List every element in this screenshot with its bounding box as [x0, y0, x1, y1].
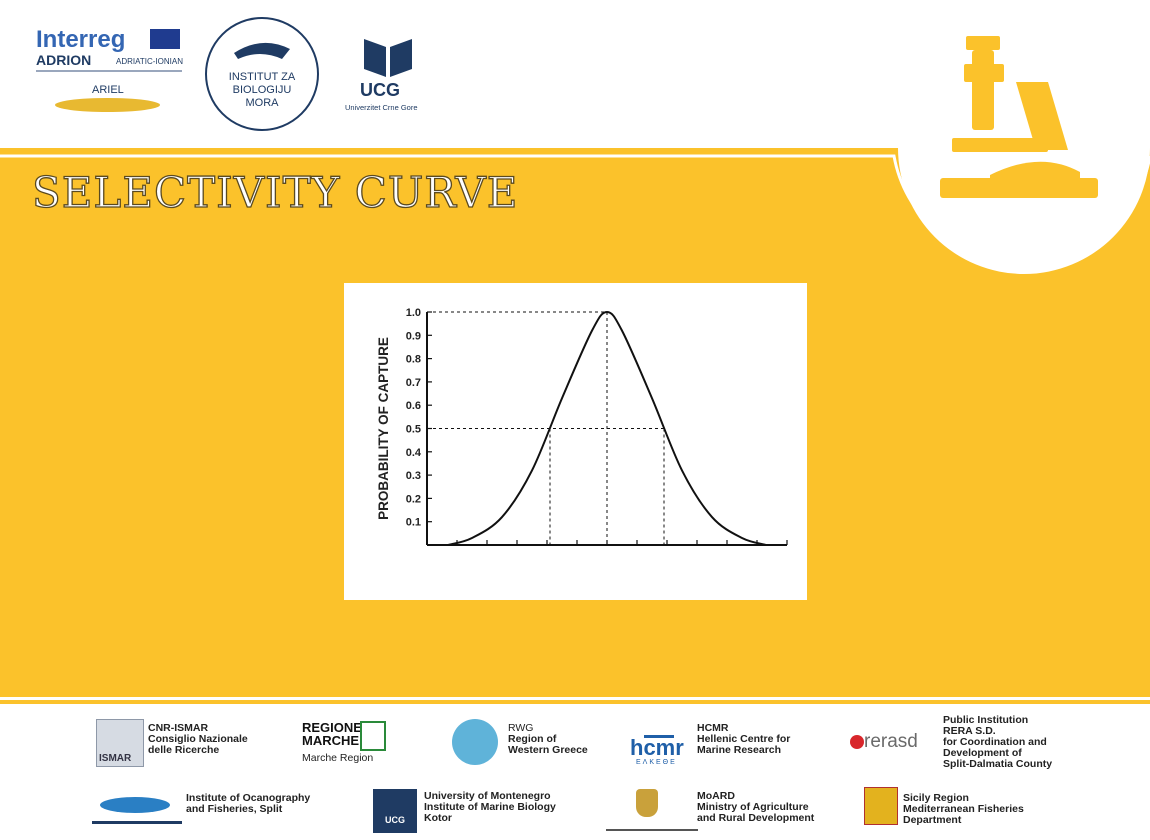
- ariel-wave-icon: [55, 98, 160, 112]
- hcmr-logo-text: hcmr: [630, 735, 684, 760]
- partner-line: Western Greece: [508, 744, 588, 756]
- partner-line: Region of: [508, 733, 557, 745]
- shell-icon: [234, 42, 290, 59]
- partner-line: RERA S.D.: [943, 725, 996, 737]
- microscope-icon: [940, 36, 1098, 198]
- chart-card: 0.1 0.2 0.3 0.4 0.5 0.6 0.7 0.8 0.9 1.0 PROBABILIT…: [344, 283, 807, 600]
- interreg-text: Interreg: [36, 26, 126, 53]
- ucg-subtitle: Univerzitet Crne Gore: [345, 103, 418, 112]
- partner-name: HCMR: [697, 722, 729, 734]
- marche-emblem-icon: [360, 721, 386, 751]
- partner-iof: Institute of Ocanography and Fisheries, …: [186, 793, 310, 815]
- ibm-line-2: BIOLOGIJU: [232, 84, 292, 96]
- partner-name: CNR-ISMAR: [148, 722, 209, 734]
- moard-small-text: [606, 829, 698, 831]
- partner-ucg-imb: University of Montenegro Institute of Ma…: [424, 791, 556, 824]
- y-tick-label: 0.7: [406, 377, 421, 389]
- partner-cnr-ismar: CNR-ISMAR Consiglio Nazionale delle Rice…: [148, 723, 248, 756]
- partner-line: for Coordination and: [943, 736, 1047, 748]
- iof-logo: [92, 791, 182, 831]
- adriatic-ionian-text: ADRIATIC-IONIAN: [116, 57, 183, 66]
- ucg-footer-logo-text: UCG: [385, 815, 405, 825]
- partner-line: delle Ricerche: [148, 744, 220, 756]
- ucg-footer-logo: UCG: [373, 789, 417, 833]
- partner-line: Marche Region: [302, 752, 374, 764]
- partner-rera: Public Institution RERA S.D. for Coordin…: [943, 715, 1052, 770]
- partner-rwg: RWG Region of Western Greece: [508, 723, 588, 756]
- partner-line: University of Montenegro: [424, 790, 551, 802]
- montenegro-coat-icon: [636, 789, 658, 817]
- partner-line: Department: [903, 814, 962, 826]
- band-outline: [0, 154, 1150, 265]
- sicily-trinacria-icon: [864, 787, 898, 825]
- partner-name: MoARD: [697, 790, 735, 802]
- partner-line: Public Institution: [943, 714, 1029, 726]
- interreg-small-print: [36, 70, 182, 72]
- ismar-logo: ISMAR: [96, 719, 144, 767]
- partner-line: Mediterranean Fisheries: [903, 803, 1024, 815]
- partner-line: Split-Dalmatia County: [943, 758, 1053, 770]
- partner-line: Institute of Marine Biology: [424, 801, 556, 813]
- partner-line: Kotor: [424, 812, 452, 824]
- y-tick-label: 0.4: [406, 447, 422, 459]
- y-tick-label: 1.0: [406, 307, 421, 319]
- ship-icon: [644, 719, 674, 738]
- partner-line: and Fisheries, Split: [186, 803, 283, 815]
- page-title: SELECTIVITY CURVE: [31, 167, 519, 217]
- fish-icon: [100, 797, 170, 813]
- footer: ISMAR CNR-ISMAR Consiglio Nazionale dell…: [0, 707, 1150, 840]
- rerasd-dot-icon: [850, 735, 864, 749]
- partner-moard: MoARD Ministry of Agriculture and Rural …: [697, 791, 814, 824]
- selectivity-chart: 0.1 0.2 0.3 0.4 0.5 0.6 0.7 0.8 0.9 1.0 PROBABILIT…: [376, 307, 788, 546]
- eu-flag-icon: [150, 29, 180, 49]
- partner-line: Development of: [943, 747, 1022, 759]
- y-tick-label: 0.8: [406, 354, 421, 366]
- partner-line: Marine Research: [697, 744, 782, 756]
- partner-hcmr: HCMR Hellenic Centre for Marine Research: [697, 723, 790, 756]
- partner-sicily: Sicily Region Mediterranean Fisheries De…: [903, 793, 1024, 826]
- book-icon: [364, 39, 412, 77]
- partner-name: RWG: [508, 722, 534, 734]
- partner-line: Sicily Region: [903, 792, 969, 804]
- partner-line: and Rural Development: [697, 812, 815, 824]
- regione-marche-logo: REGIONE MARCHE: [302, 720, 386, 751]
- ibm-line-3: MORA: [245, 97, 279, 109]
- adrion-text: ADRION: [36, 52, 92, 68]
- y-tick-label: 0.3: [406, 470, 421, 482]
- iof-small-text: [92, 821, 182, 824]
- y-tick-label: 0.6: [406, 400, 421, 412]
- y-tick-label: 0.1: [406, 517, 421, 529]
- partner-line: Ministry of Agriculture: [697, 801, 809, 813]
- ariel-text: ARIEL: [92, 84, 124, 96]
- regione-marche-name: REGIONE MARCHE: [302, 720, 362, 748]
- ibm-line-1: INSTITUT ZA: [228, 71, 296, 83]
- y-tick-label: 0.5: [406, 424, 421, 436]
- partner-line: Institute of Ocanography: [186, 792, 311, 804]
- y-tick-label: 0.9: [406, 330, 421, 342]
- ibm-logo: INSTITUT ZA BIOLOGIJU MORA: [205, 17, 319, 131]
- hcmr-logo-sub: ΕΛΚΕΘΕ: [636, 759, 677, 766]
- partner-line: Hellenic Centre for: [697, 733, 791, 745]
- y-axis-label: PROBABILITY OF CAPTURE: [376, 337, 391, 520]
- y-tick-label: 0.2: [406, 493, 421, 505]
- partner-marche-region: Marche Region: [302, 753, 373, 764]
- ismar-logo-text: ISMAR: [99, 753, 132, 764]
- hcmr-logo: hcmr ΕΛΚΕΘΕ: [630, 717, 690, 767]
- rwg-logo: [452, 719, 498, 765]
- ucg-text: UCG: [360, 80, 400, 100]
- rerasd-logo-text: rerasd: [864, 731, 918, 752]
- selectivity-curve: [447, 310, 767, 546]
- partner-line: Consiglio Nazionale: [148, 733, 248, 745]
